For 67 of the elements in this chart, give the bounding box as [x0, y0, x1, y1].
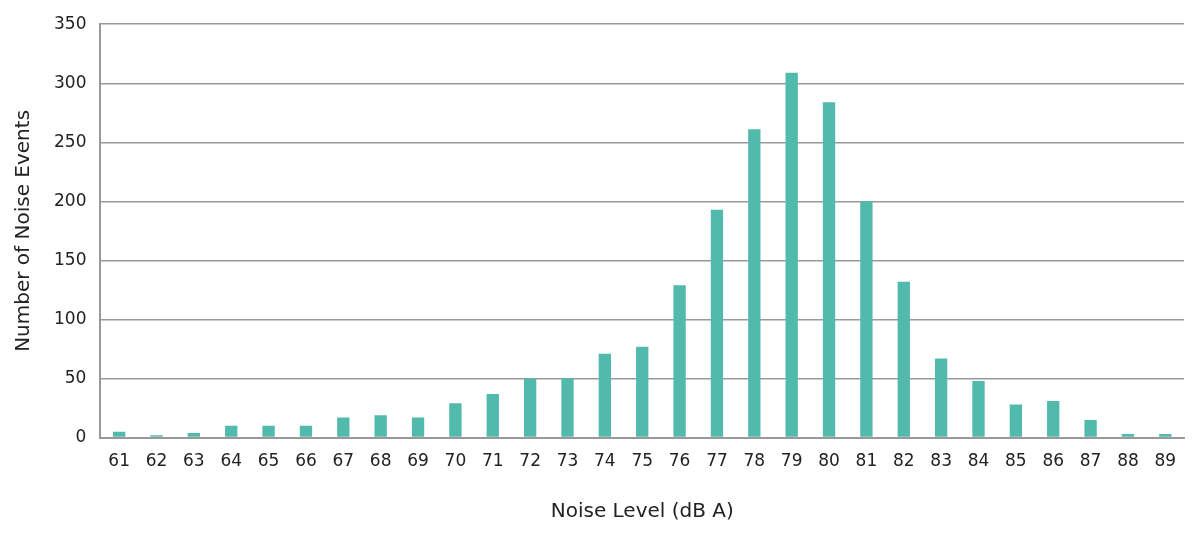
bar [112, 431, 126, 437]
x-tick-label: 89 [1154, 450, 1177, 471]
bar [748, 129, 761, 437]
x-tick-label: 88 [1117, 450, 1139, 471]
bar [598, 353, 612, 437]
y-tick-label: 50 [64, 366, 87, 387]
x-tick-label: 71 [481, 450, 504, 471]
x-tick-label: 66 [295, 450, 317, 471]
bar [1159, 434, 1172, 437]
bar [897, 281, 910, 437]
bar [860, 201, 873, 437]
y-axis-title: Number of Noise Events [10, 109, 35, 352]
y-tick-label: 200 [53, 189, 87, 210]
x-tick-label: 61 [108, 450, 130, 471]
x-tick-label: 62 [145, 450, 168, 471]
bar [449, 403, 462, 437]
bar [486, 393, 499, 437]
x-tick-label: 72 [519, 450, 541, 471]
x-tick-label: 79 [780, 450, 803, 471]
x-tick-label: 63 [183, 450, 205, 471]
bar [1009, 404, 1023, 437]
bar [972, 380, 985, 437]
bar [187, 432, 201, 437]
x-tick-label: 65 [257, 450, 280, 471]
y-tick-label: 300 [53, 71, 87, 92]
y-tick-label: 350 [53, 12, 87, 33]
bar [262, 425, 275, 437]
x-tick-label: 80 [818, 450, 840, 471]
bar [523, 378, 537, 437]
bar [225, 425, 238, 437]
bar [934, 358, 948, 437]
x-tick-label: 83 [930, 450, 952, 471]
bar [710, 209, 724, 437]
bar [337, 417, 350, 437]
bar [374, 415, 387, 437]
y-tick-label: 0 [75, 426, 87, 447]
x-tick-label: 86 [1042, 450, 1065, 471]
bar [1121, 434, 1135, 437]
x-tick-label: 87 [1079, 450, 1102, 471]
x-tick-label: 84 [967, 450, 990, 471]
x-tick-label: 76 [668, 450, 691, 471]
y-tick-label: 150 [53, 248, 87, 269]
bar [636, 346, 649, 437]
bar [299, 425, 313, 437]
x-tick-label: 64 [220, 450, 243, 471]
x-tick-label: 77 [706, 450, 728, 471]
bar [673, 285, 686, 437]
y-tick-label: 100 [53, 307, 87, 328]
x-tick-label: 75 [631, 450, 654, 471]
bar [822, 102, 836, 437]
bar [785, 72, 798, 437]
bar [1047, 400, 1060, 437]
x-tick-label: 73 [556, 450, 579, 471]
x-tick-label: 70 [444, 450, 467, 471]
x-axis-title: Noise Level (dB A) [550, 498, 734, 523]
x-tick-label: 68 [369, 450, 392, 471]
bar [1084, 419, 1097, 437]
bar [411, 417, 425, 437]
x-tick-label: 78 [743, 450, 766, 471]
bar [561, 378, 574, 437]
x-tick-label: 82 [892, 450, 915, 471]
x-tick-label: 67 [332, 450, 355, 471]
x-tick-label: 74 [594, 450, 616, 471]
x-tick-label: 81 [855, 450, 878, 471]
x-tick-label: 85 [1005, 450, 1027, 471]
x-tick-label: 69 [407, 450, 429, 471]
y-tick-label: 250 [53, 130, 87, 151]
